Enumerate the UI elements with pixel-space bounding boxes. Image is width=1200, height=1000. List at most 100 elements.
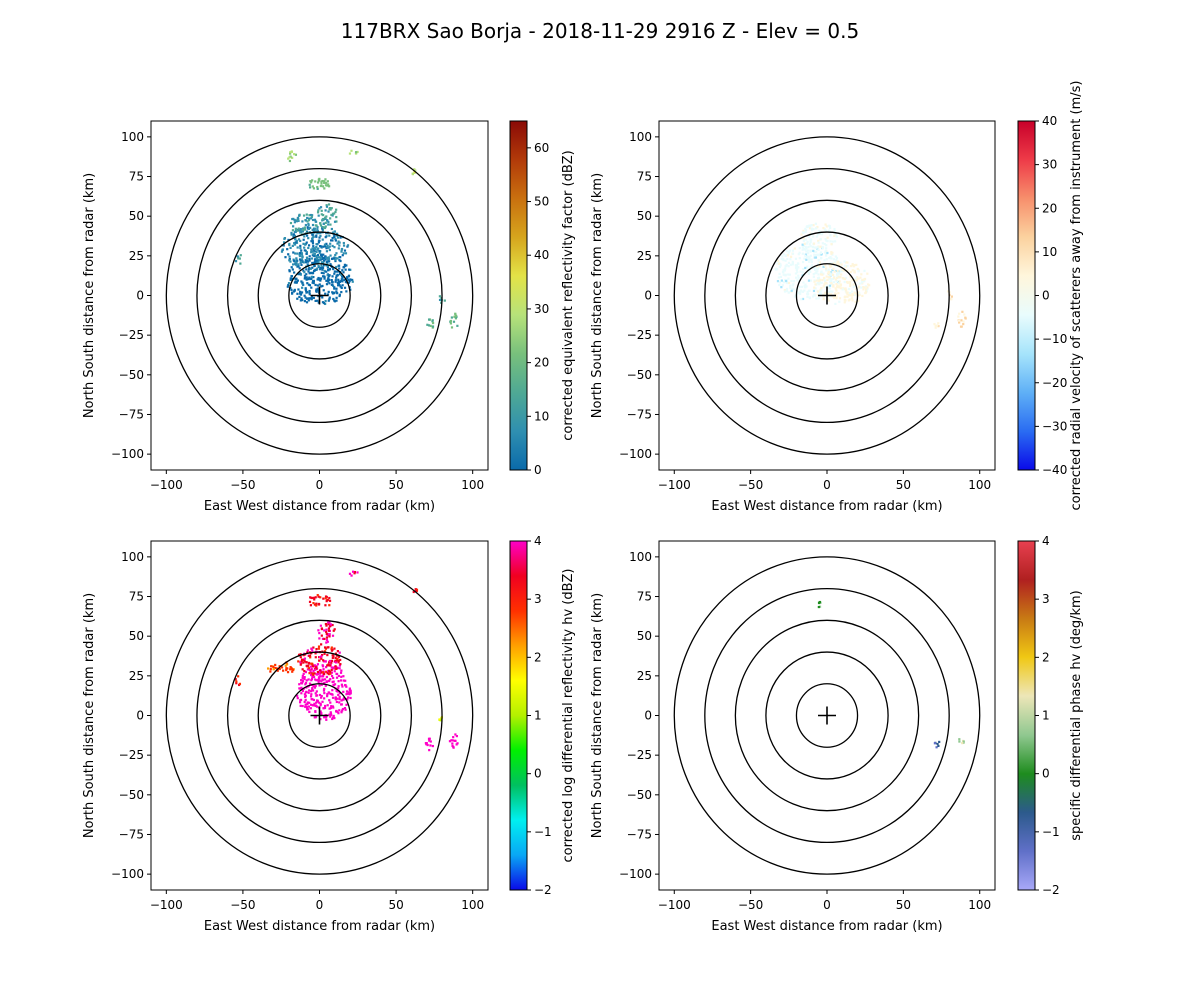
echo-gate xyxy=(848,294,852,297)
echo-gate xyxy=(828,271,831,274)
echo-gate xyxy=(810,264,814,267)
echo-gate xyxy=(312,253,315,256)
echo-gate xyxy=(333,287,336,290)
echo-gate xyxy=(805,247,808,250)
echo-gate xyxy=(280,250,284,253)
echo-gate xyxy=(319,184,322,188)
echo-gate xyxy=(296,252,299,255)
echo-gate xyxy=(333,220,337,223)
echo-gate xyxy=(780,257,783,261)
echo-gate xyxy=(323,187,326,190)
echo-gate xyxy=(323,692,326,695)
echo-gate xyxy=(299,656,302,659)
echo-gate xyxy=(310,679,313,682)
xtick-label: 0 xyxy=(316,898,324,912)
echo-gate xyxy=(815,297,818,300)
echo-gate xyxy=(272,668,275,671)
echo-gate xyxy=(319,224,323,227)
echo-gate xyxy=(324,595,328,598)
echo-gate xyxy=(301,281,304,284)
colorbar-tick-label: −10 xyxy=(1042,332,1067,346)
range-ring-60km xyxy=(734,619,920,812)
echo-gate xyxy=(317,265,320,268)
echo-gate xyxy=(326,695,329,698)
echo-gate xyxy=(431,744,434,748)
echo-gate xyxy=(336,274,339,277)
echo-gate xyxy=(301,679,304,682)
echo-gate xyxy=(817,273,820,276)
echo-gate xyxy=(848,292,852,295)
xtick-label: −50 xyxy=(738,898,763,912)
echo-gate xyxy=(320,213,323,216)
echo-gate xyxy=(829,234,832,237)
echo-gate xyxy=(325,680,328,684)
echo-gate xyxy=(321,238,324,241)
echo-gate xyxy=(333,300,337,303)
echo-gate xyxy=(291,217,294,221)
echo-gate xyxy=(313,247,316,251)
echo-gate xyxy=(315,257,318,260)
echo-gate xyxy=(320,683,323,686)
echo-gate xyxy=(329,242,332,245)
echo-gate xyxy=(308,672,311,675)
echo-gate xyxy=(321,179,324,183)
echo-gate xyxy=(825,275,828,278)
echo-gate xyxy=(287,283,290,287)
range-ring-20km xyxy=(795,683,859,748)
echo-gate xyxy=(779,275,783,279)
echo-gate xyxy=(850,297,854,300)
echo-gate xyxy=(304,287,307,290)
echo-gate xyxy=(316,673,319,676)
echo-gate xyxy=(326,293,330,296)
echo-gate xyxy=(959,325,963,328)
echo-gate xyxy=(295,241,299,244)
echo-gate xyxy=(327,276,330,279)
echo-gate xyxy=(835,235,838,238)
echo-gate xyxy=(281,248,285,251)
echo-gate xyxy=(830,251,833,254)
echo-gate xyxy=(321,275,325,278)
echo-gate xyxy=(813,286,816,289)
echo-gate xyxy=(283,237,287,240)
ytick-label: 25 xyxy=(637,249,652,263)
echo-gate xyxy=(854,300,857,304)
echo-gate xyxy=(936,324,939,327)
echo-gate xyxy=(303,693,306,696)
echo-gate xyxy=(806,295,809,298)
echo-gate xyxy=(290,292,294,295)
echo-gate xyxy=(321,700,324,703)
echo-gate xyxy=(327,290,330,293)
echo-gate xyxy=(323,181,326,185)
echo-gate xyxy=(325,628,328,631)
echo-gate xyxy=(340,279,343,283)
echo-gate xyxy=(339,663,342,666)
echo-gate xyxy=(855,287,858,290)
echo-gate xyxy=(314,652,317,655)
echo-gate xyxy=(425,742,428,745)
echo-gate xyxy=(429,740,432,743)
echo-gate xyxy=(332,676,335,680)
echo-gate xyxy=(325,675,328,679)
echo-gate xyxy=(815,279,818,282)
echo-gate xyxy=(793,295,796,298)
echo-gate xyxy=(807,252,810,255)
echo-gate xyxy=(811,295,815,298)
ytick-label: 0 xyxy=(136,289,144,303)
echo-gate xyxy=(280,666,284,669)
echo-gate xyxy=(788,273,791,276)
colorbar-tick-label: 3 xyxy=(534,592,542,606)
echo-gate xyxy=(831,273,835,276)
echo-gate xyxy=(303,669,306,673)
echo-gate xyxy=(797,253,800,256)
echo-gate xyxy=(293,221,296,224)
echo-gate xyxy=(327,256,330,259)
echo-gate xyxy=(351,280,354,283)
echo-gate xyxy=(776,280,780,283)
echo-gate xyxy=(801,248,804,251)
echo-gate xyxy=(837,272,840,275)
echo-gate xyxy=(833,261,836,264)
echo-gate xyxy=(327,299,330,302)
echo-gate xyxy=(316,228,319,231)
echo-gate xyxy=(317,681,320,684)
echo-gate xyxy=(834,287,837,290)
